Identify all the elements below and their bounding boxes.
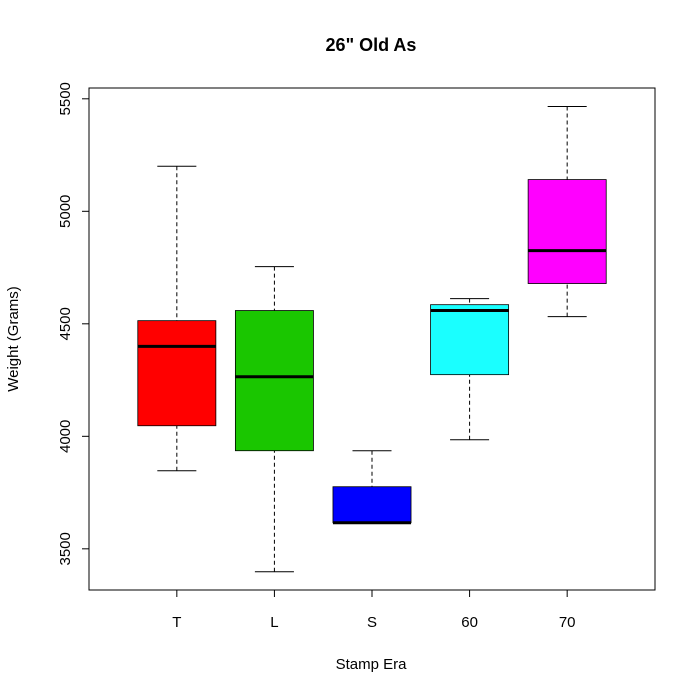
box bbox=[234, 310, 314, 452]
box bbox=[137, 320, 217, 427]
y-tick-label: 5000 bbox=[57, 195, 74, 228]
box bbox=[527, 179, 607, 284]
x-tick-label: 60 bbox=[461, 614, 478, 631]
x-axis-label: Stamp Era bbox=[336, 656, 408, 673]
y-tick-label: 4000 bbox=[57, 420, 74, 453]
x-tick-label: T bbox=[172, 614, 181, 631]
y-tick-label: 4500 bbox=[57, 307, 74, 340]
y-axis-label: Weight (Grams) bbox=[5, 286, 22, 392]
x-tick-label: 70 bbox=[559, 614, 576, 631]
plot-frame bbox=[88, 87, 656, 591]
y-tick-label: 5500 bbox=[57, 82, 74, 115]
box bbox=[332, 486, 412, 524]
x-tick-label: L bbox=[270, 614, 278, 631]
x-tick-label: S bbox=[367, 614, 377, 631]
box bbox=[430, 304, 510, 376]
y-tick-label: 3500 bbox=[57, 532, 74, 565]
chart-title: 26" Old As bbox=[326, 35, 417, 55]
